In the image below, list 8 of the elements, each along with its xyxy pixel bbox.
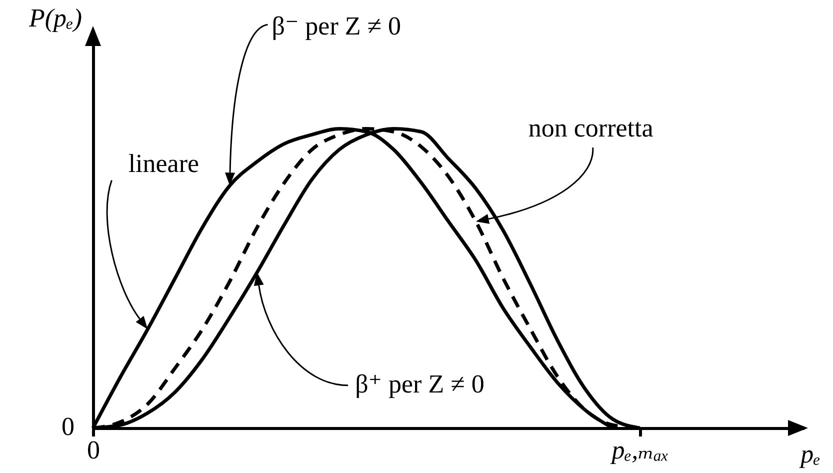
annotation: lineare (128, 149, 200, 178)
annotation: non corretta (528, 114, 654, 143)
x-axis-title: pₑ (798, 440, 820, 468)
annotation: β⁺ per Z ≠ 0 (355, 369, 484, 398)
y-axis-title: P(pₑ) (28, 4, 82, 32)
text: 0 (62, 412, 74, 441)
text: β⁻ per Z ≠ 0 (272, 12, 402, 41)
x-tick-label: pₑ,ₘₐₓ (610, 436, 670, 464)
